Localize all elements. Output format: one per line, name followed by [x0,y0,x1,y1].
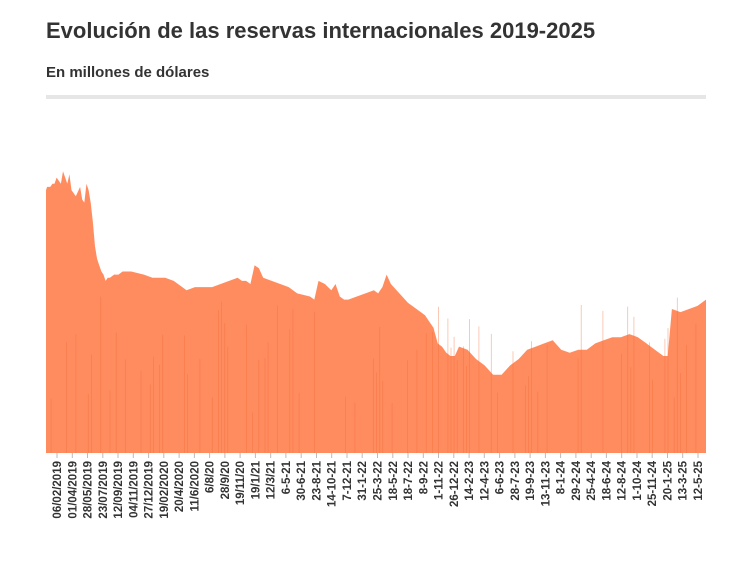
x-tick-label: 28/05/2019 [83,461,95,519]
x-tick-label: 19/02/2020 [159,461,171,519]
x-tick-label: 28/9/20 [220,461,232,499]
x-tick-label: 6-6-23 [495,461,507,494]
x-tick-label: 26-12-22 [449,461,461,507]
x-tick-label: 31-1-22 [357,461,369,501]
x-tick-label: 18-6-24 [601,460,613,500]
x-tick-label: 29-2-24 [571,460,583,500]
x-tick-label: 11/6/2020 [189,461,201,512]
x-tick-label: 12/09/2019 [113,461,125,519]
x-tick-label: 12-5-25 [693,460,705,500]
x-tick-label: 18-5-22 [388,461,400,501]
x-tick-label: 25-3-22 [373,461,385,501]
title-divider [46,95,706,99]
x-tick-label: 13-11-23 [540,461,552,506]
x-tick-label: 30-6-21 [296,460,308,500]
chart-subtitle: En millones de dólares [46,64,210,81]
x-tick-label: 01/04/2019 [67,461,79,519]
x-tick-label: 1-10-24 [632,460,644,500]
reserves-area [46,171,706,454]
x-tick-label: 6/8/20 [205,461,217,493]
x-tick-label: 25-4-24 [586,460,598,500]
x-tick-label: 12-4-23 [479,461,491,501]
x-tick-label: 8-9-22 [418,461,430,494]
x-tick-label: 1-11-22 [434,461,446,500]
x-tick-label: 23/07/2019 [98,461,110,519]
x-tick-label: 20/4/2020 [174,461,186,512]
x-tick-label: 6-5-21 [281,460,293,494]
plot-area [46,171,706,454]
x-tick-label: 7-12-21 [342,460,354,500]
x-tick-label: 27/12/2019 [144,461,156,519]
x-tick-label: 13-3-25 [678,460,690,500]
x-tick-label: 19/11/20 [235,461,247,505]
x-tick-label: 28-7-23 [510,461,522,501]
x-tick-label: 14-2-23 [464,461,476,501]
x-tick-label: 19-9-23 [525,461,537,501]
x-tick-label: 19/1/21 [250,460,262,499]
x-tick-label: 25-11-24 [647,460,659,506]
x-axis: 06/02/2019 01/04/2019 28/05/2019 23/07/2019… [52,453,705,519]
x-tick-label: 12/3/21 [266,460,278,499]
x-tick-label: 20-1-25 [663,460,675,500]
x-tick-label: 8-1-24 [556,460,568,494]
chart-title: Evolución de las reservas internacionale… [46,18,596,43]
x-tick-label: 06/02/2019 [52,461,64,519]
x-tick-label: 12-8-24 [617,460,629,500]
x-tick-label: 04/11/2019 [128,461,140,518]
x-tick-label: 14-10-21 [327,460,339,507]
x-tick-label: 23-8-21 [312,460,324,500]
bar-texture [50,296,697,453]
x-tick-label: 18-7-22 [403,461,415,501]
